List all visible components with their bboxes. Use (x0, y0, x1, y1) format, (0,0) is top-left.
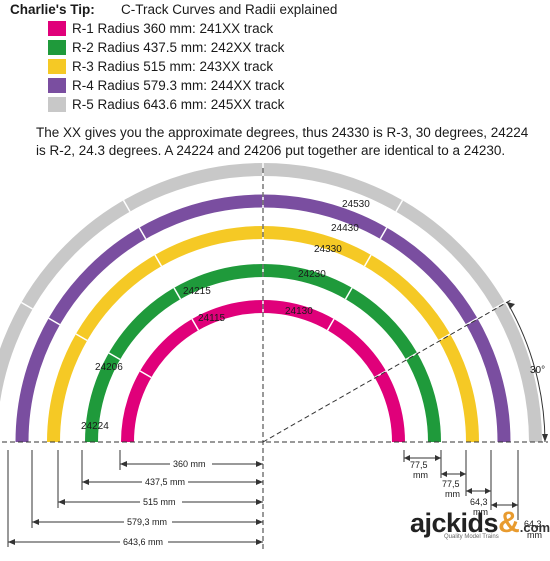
logo-wordmark: ajckids (410, 508, 499, 538)
track-joint-r4 (138, 227, 147, 240)
legend-label-r2: R-2 Radius 437.5 mm: 242XX track (72, 40, 285, 55)
track-joint-r2 (405, 352, 418, 361)
legend-label-r4: R-4 Radius 579.3 mm: 244XX track (72, 78, 285, 93)
legend-label-r1: R-1 Radius 360 mm: 241XX track (72, 21, 274, 36)
legend-item-r3: R-3 Radius 515 mm: 243XX track (48, 57, 284, 76)
track-joint-r3 (363, 254, 372, 267)
explanation-paragraph: The XX gives you the approximate degrees… (36, 125, 529, 158)
ajckids-logo: ajckids&.com Quality Model Trains (410, 506, 550, 540)
track-joint-r5 (21, 301, 34, 310)
header: Charlie's Tip: C-Track Curves and Radii … (10, 2, 337, 17)
logo-com: .com (519, 520, 550, 535)
track-joint-r1 (326, 318, 335, 331)
spacing-d3-unit: mm (473, 507, 488, 517)
dim-bg-r2 (142, 476, 188, 488)
track-joint-r4 (379, 227, 388, 240)
legend-item-r1: R-1 Radius 360 mm: 241XX track (48, 19, 284, 38)
logo-tagline: Quality Model Trains (444, 534, 499, 540)
legend-swatch-r4 (48, 78, 66, 93)
dim-bg-r1 (170, 458, 212, 470)
track-label-24115: 24115 (198, 313, 226, 324)
radius-dimensions (7, 450, 263, 547)
legend-swatch-r3 (48, 59, 66, 74)
track-joint-r1 (191, 318, 200, 331)
dim-label-r2: 437,5 mm (145, 477, 185, 487)
track-joint-r4 (48, 317, 61, 326)
track-joint-r5 (395, 200, 404, 213)
track-joint-r4 (465, 317, 478, 326)
dim-label-r3: 515 mm (143, 497, 176, 507)
legend-item-r2: R-2 Radius 437.5 mm: 242XX track (48, 38, 284, 57)
track-joint-r2 (344, 287, 353, 300)
track-joint-r2 (108, 352, 121, 361)
dim-label-r5: 643,6 mm (123, 537, 163, 547)
legend-item-r4: R-4 Radius 579.3 mm: 244XX track (48, 76, 284, 95)
tip-label: Charlie's Tip: (10, 2, 95, 17)
track-joint-r2 (173, 287, 182, 300)
track-joint-r3 (438, 333, 451, 342)
dim-label-r4: 579,3 mm (127, 517, 167, 527)
track-ring-r1 (121, 300, 405, 443)
track-label-24330: 24330 (314, 244, 342, 255)
spacing-d2-unit: mm (445, 489, 460, 499)
diagram-subtitle: C-Track Curves and Radii explained (121, 2, 338, 17)
dim-bg-r3 (140, 496, 182, 508)
angle-arrow-top (507, 302, 515, 309)
spacing-d2-value: 77,5 (442, 479, 460, 489)
radius-arrowheads (8, 461, 263, 545)
spacing-d3-value: 64,3 (470, 497, 488, 507)
track-joint-r3 (75, 333, 88, 342)
track-label-24230: 24230 (298, 269, 326, 280)
track-joint-r5 (122, 200, 131, 213)
legend-swatch-r5 (48, 97, 66, 112)
track-label-24224: 24224 (81, 421, 109, 432)
track-label-24206: 24206 (95, 362, 123, 373)
legend-label-r3: R-3 Radius 515 mm: 243XX track (72, 59, 274, 74)
logo-ampersand: & (498, 506, 520, 539)
spacing-arrowheads (404, 455, 518, 508)
track-joint-r1 (139, 370, 152, 379)
track-label-24430: 24430 (331, 223, 359, 234)
radius-legend: R-1 Radius 360 mm: 241XX track R-2 Radiu… (48, 19, 284, 114)
dim-label-r1: 360 mm (173, 459, 206, 469)
dim-bg-r5 (120, 536, 168, 548)
spacing-d1-unit: mm (413, 470, 428, 480)
legend-swatch-r1 (48, 21, 66, 36)
track-label-24130: 24130 (285, 306, 313, 317)
dim-bg-r4 (124, 516, 172, 528)
angle-label: 30° (530, 365, 545, 376)
angle-arc (506, 301, 546, 443)
legend-item-r5: R-5 Radius 643.6 mm: 245XX track (48, 95, 284, 114)
spacing-d4-value: 64,3 (524, 519, 542, 529)
track-rings (0, 163, 542, 443)
track-label-24215: 24215 (183, 286, 211, 297)
legend-swatch-r2 (48, 40, 66, 55)
track-label-24530: 24530 (342, 199, 370, 210)
track-joint-r5 (492, 301, 505, 310)
spacing-d1-value: 77,5 (410, 460, 428, 470)
spacing-d4-unit: mm (527, 530, 542, 540)
legend-label-r5: R-5 Radius 643.6 mm: 245XX track (72, 97, 285, 112)
track-joint-r3 (154, 254, 163, 267)
angle-arrow-bottom (542, 434, 548, 442)
